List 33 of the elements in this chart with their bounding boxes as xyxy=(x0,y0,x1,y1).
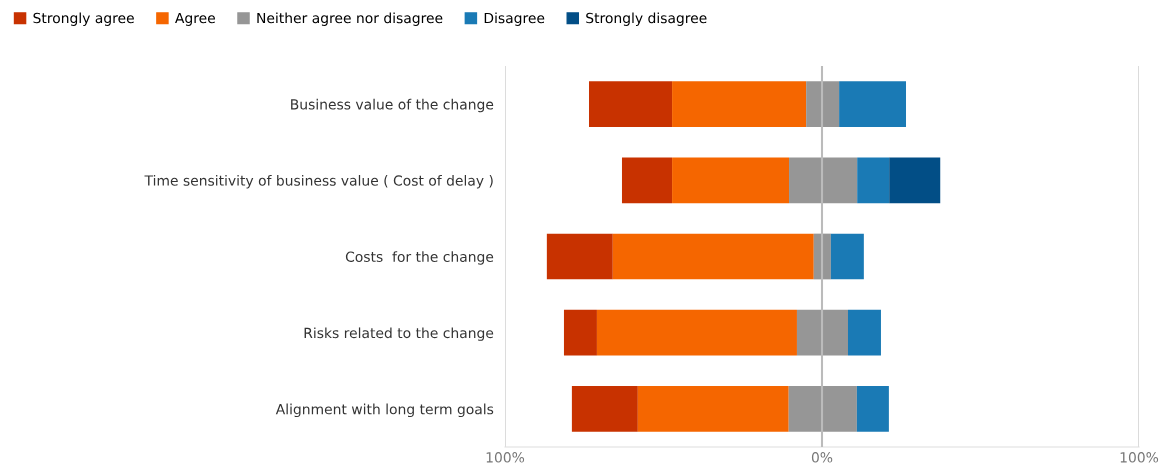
bar xyxy=(789,157,858,204)
y-tick-label: Time sensitivity of business value ( Cost of delay ) xyxy=(144,175,493,189)
x-tick-label: 0% xyxy=(811,452,833,463)
bar xyxy=(637,386,789,432)
x-tick-label: 100% xyxy=(1120,452,1159,463)
bar xyxy=(857,157,890,204)
bar xyxy=(546,233,613,280)
bar xyxy=(596,309,797,356)
bar xyxy=(806,81,840,127)
legend-label: Agree xyxy=(175,12,215,26)
bar xyxy=(589,81,673,127)
y-tick-label: Risks related to the change xyxy=(304,327,494,341)
bar xyxy=(672,157,790,204)
bar xyxy=(889,157,941,204)
legend-label: Disagree xyxy=(484,12,545,26)
bar xyxy=(621,157,673,204)
legend-label: Strongly agree xyxy=(33,12,134,26)
bar xyxy=(571,386,638,432)
legend-label: Neither agree nor disagree xyxy=(257,12,443,26)
bar xyxy=(788,386,857,432)
bar xyxy=(672,81,807,127)
bar xyxy=(839,81,907,127)
bar xyxy=(796,309,848,356)
y-tick-label: Alignment with long term goals xyxy=(275,403,494,418)
bar xyxy=(612,233,814,280)
bar xyxy=(563,309,597,356)
y-tick-label: Business value of the change xyxy=(291,98,494,113)
x-tick-label: 100% xyxy=(486,452,525,463)
bar xyxy=(830,233,864,280)
y-tick-label: Costs for the change xyxy=(345,251,494,265)
bar xyxy=(856,386,889,432)
legend-label: Strongly disagree xyxy=(586,12,707,26)
bar xyxy=(847,309,881,356)
